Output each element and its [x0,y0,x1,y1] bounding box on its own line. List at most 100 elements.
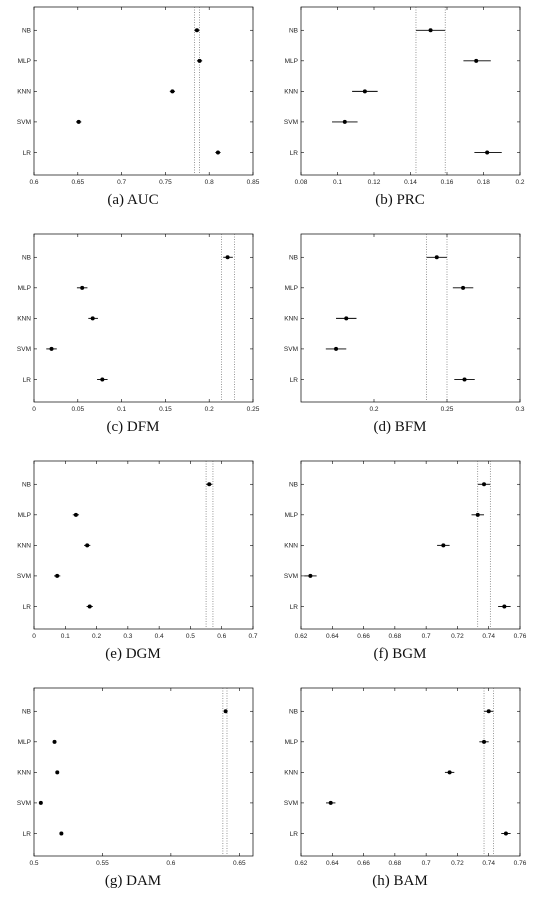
data-point-bgm-nb [482,482,487,487]
data-point-dgm-svm [55,573,60,578]
category-label-dam-knn: KNN [17,770,31,777]
x-tick-label-bam-2: 0.66 [357,860,370,867]
caption-auc: (a) AUC [107,192,159,208]
chart-panel-dfm: 0 0.05 0.1 0.15 0.2 0.25 NB MLP KNN SVM LR (c) DFM [0,227,266,454]
caption-dfm: (c) DFM [106,419,160,435]
data-point-bam-svm [328,800,333,805]
data-point-prc-mlp [474,58,479,63]
x-tick-label-auc-4: 0.8 [205,179,214,186]
x-tick-label-prc-2: 0.12 [368,179,381,186]
data-point-prc-knn [362,89,367,94]
data-point-auc-nb [194,28,199,33]
data-point-dam-lr [59,831,64,836]
chart-panel-dgm: 0 0.1 0.2 0.3 0.4 0.5 0.6 0.7 NB MLP KNN SVM LR (e) … [0,454,266,681]
category-label-bfm-mlp: MLP [285,285,298,292]
category-label-auc-knn: KNN [17,89,31,96]
caption-bam: (h) BAM [372,873,428,889]
data-point-bam-knn [447,770,452,775]
x-tick-label-bgm-1: 0.64 [326,633,339,640]
chart-dfm: 0 0.05 0.1 0.15 0.2 0.25 NB MLP KNN SVM LR [17,233,260,413]
data-point-dam-nb [223,709,228,714]
data-point-bgm-svm [308,573,313,578]
data-point-dgm-knn [85,543,90,548]
category-label-prc-nb: NB [289,28,298,35]
data-point-bam-nb [486,709,491,714]
category-label-bam-mlp: MLP [285,739,298,746]
category-label-dam-svm: SVM [17,800,31,807]
x-tick-label-auc-0: 0.6 [29,179,38,186]
data-point-dam-mlp [52,739,57,744]
data-point-dfm-nb [225,255,230,260]
plot-frame-bam [300,687,521,857]
chart-bfm: 0.2 0.25 0.3 NB MLP KNN SVM LR [284,233,525,413]
x-tick-label-dfm-1: 0.05 [71,406,84,413]
x-tick-label-prc-6: 0.2 [515,179,524,186]
category-label-bgm-lr: LR [290,604,299,611]
x-tick-label-dam-0: 0.5 [29,860,38,867]
chart-panel-bgm: 0.62 0.64 0.66 0.68 0.7 0.72 0.74 0.76 NB MLP KNN S… [267,454,533,681]
caption-dgm: (e) DGM [105,646,161,662]
x-tick-label-dgm-0: 0 [32,633,36,640]
x-tick-label-bam-0: 0.62 [295,860,308,867]
chart-dam: 0.5 0.55 0.6 0.65 NB MLP KNN SVM LR [17,687,254,867]
data-point-auc-mlp [197,58,202,63]
plot-frame-prc [300,6,521,176]
plot-frame-dfm [33,233,254,403]
data-point-bam-mlp [482,739,487,744]
x-tick-label-bgm-3: 0.68 [389,633,402,640]
category-label-dfm-knn: KNN [17,316,31,323]
data-point-dgm-mlp [73,512,78,517]
category-label-bam-svm: SVM [284,800,298,807]
plot-frame-dam [33,687,254,857]
x-tick-label-bgm-5: 0.72 [451,633,464,640]
x-tick-label-auc-2: 0.7 [117,179,126,186]
category-label-bgm-nb: NB [289,482,298,489]
category-label-bam-knn: KNN [284,770,298,777]
x-tick-label-dfm-2: 0.1 [117,406,126,413]
x-tick-label-dfm-4: 0.2 [205,406,214,413]
category-label-prc-knn: KNN [284,89,298,96]
x-tick-label-bam-7: 0.76 [514,860,527,867]
x-tick-label-dfm-3: 0.15 [159,406,172,413]
x-tick-label-bgm-2: 0.66 [357,633,370,640]
data-point-auc-knn [170,89,175,94]
x-tick-label-prc-5: 0.18 [477,179,490,186]
data-point-dgm-nb [207,482,212,487]
x-tick-label-dgm-6: 0.6 [217,633,226,640]
x-tick-label-prc-3: 0.14 [404,179,417,186]
data-point-prc-lr [485,150,490,155]
x-tick-label-dfm-5: 0.25 [247,406,260,413]
chart-panel-auc: 0.6 0.65 0.7 0.75 0.8 0.85 NB MLP KNN SVM LR (a) A… [0,0,266,227]
x-tick-label-dgm-7: 0.7 [248,633,257,640]
category-label-dam-nb: NB [22,709,31,716]
data-point-bfm-nb [434,255,439,260]
category-label-dgm-nb: NB [22,482,31,489]
x-tick-label-bam-1: 0.64 [326,860,339,867]
category-label-dgm-knn: KNN [17,543,31,550]
chart-bgm: 0.62 0.64 0.66 0.68 0.7 0.72 0.74 0.76 NB MLP KNN S… [284,460,527,640]
category-label-bam-nb: NB [289,709,298,716]
x-tick-label-bfm-0: 0.2 [369,406,378,413]
x-tick-label-auc-3: 0.75 [159,179,172,186]
chart-dgm: 0 0.1 0.2 0.3 0.4 0.5 0.6 0.7 NB MLP KNN SVM LR [17,460,258,640]
category-label-dfm-nb: NB [22,255,31,262]
data-point-dgm-lr [87,604,92,609]
plot-frame-dgm [33,460,254,630]
x-tick-label-prc-4: 0.16 [441,179,454,186]
chart-panel-prc: 0.08 0.1 0.12 0.14 0.16 0.18 0.2 NB MLP KNN SVM LR … [267,0,533,227]
category-label-bgm-mlp: MLP [285,512,298,519]
plot-frame-bfm [300,233,521,403]
x-tick-label-bam-6: 0.74 [482,860,495,867]
data-point-bgm-lr [502,604,507,609]
x-tick-label-dgm-5: 0.5 [186,633,195,640]
category-label-auc-lr: LR [23,150,32,157]
category-label-prc-lr: LR [290,150,299,157]
category-label-auc-svm: SVM [17,119,31,126]
category-label-dgm-lr: LR [23,604,32,611]
data-point-dam-knn [55,770,60,775]
x-tick-label-dgm-3: 0.3 [123,633,132,640]
chart-panel-bfm: 0.2 0.25 0.3 NB MLP KNN SVM LR (d) BFM [267,227,533,454]
x-tick-label-dgm-1: 0.1 [61,633,70,640]
x-tick-label-dam-2: 0.6 [166,860,175,867]
